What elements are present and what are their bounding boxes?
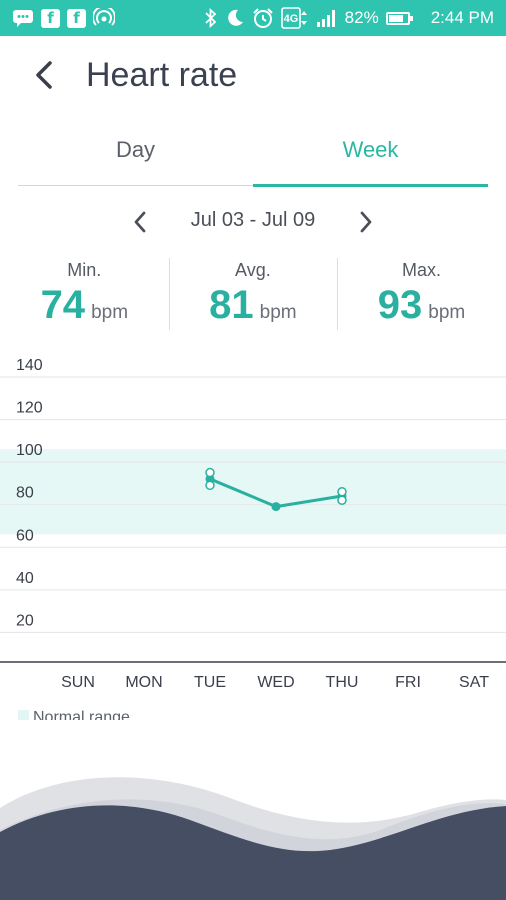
y-tick-label: 120 xyxy=(16,400,43,417)
legend-swatch xyxy=(18,710,29,720)
x-tick-label: FRI xyxy=(395,674,421,691)
facebook-icon: f xyxy=(41,8,60,28)
previous-week-chevron-icon[interactable] xyxy=(128,208,152,236)
reading-point xyxy=(205,467,215,478)
chat-notification-icon xyxy=(12,9,34,27)
avg-unit: bpm xyxy=(259,302,297,323)
decorative-wave xyxy=(0,777,506,900)
notification-icons: f f xyxy=(0,8,115,28)
avg-value: 81 xyxy=(209,283,254,327)
y-tick-label: 40 xyxy=(16,570,34,587)
hotspot-icon xyxy=(93,8,115,28)
max-stat: Max. 93 bpm xyxy=(337,256,506,332)
x-tick-label: TUE xyxy=(194,674,226,691)
period-tabs: Day Week xyxy=(18,124,488,187)
facebook-icon: f xyxy=(67,8,86,28)
battery-icon xyxy=(385,11,413,25)
network-badge-text: 4G xyxy=(283,13,298,25)
x-tick-label: SUN xyxy=(61,674,95,691)
x-tick-label: SAT xyxy=(459,674,489,691)
date-range-label: Jul 03 - Jul 09 xyxy=(190,209,316,231)
min-stat: Min. 74 bpm xyxy=(0,256,169,332)
alarm-icon xyxy=(252,7,274,29)
min-value: 74 xyxy=(40,283,86,327)
min-label: Min. xyxy=(67,260,102,280)
max-unit: bpm xyxy=(428,302,466,323)
y-tick-label: 140 xyxy=(16,357,43,374)
avg-label: Avg. xyxy=(235,260,271,280)
tab-week[interactable]: Week xyxy=(253,124,488,187)
signal-icon xyxy=(316,8,338,28)
y-tick-label: 100 xyxy=(16,442,43,459)
system-icons: 4G 82% 2:44 PM xyxy=(204,7,506,29)
battery-percent: 82% xyxy=(344,8,379,27)
y-tick-label: 20 xyxy=(16,612,34,629)
reading-point xyxy=(337,486,347,497)
status-bar: f f 4G 82% 2:44 PM xyxy=(0,0,506,36)
x-tick-label: THU xyxy=(326,674,359,691)
bluetooth-icon xyxy=(204,8,218,28)
back-arrow-icon[interactable] xyxy=(28,58,62,92)
moon-icon xyxy=(225,8,245,28)
app-header: Heart rate xyxy=(0,36,506,120)
page-title: Heart rate xyxy=(86,56,238,94)
heart-rate-summary: Min. 74 bpm Avg. 81 bpm Max. 93 bpm xyxy=(0,256,506,332)
avg-stat: Avg. 81 bpm xyxy=(168,256,338,332)
y-tick-label: 80 xyxy=(16,485,34,502)
heart-rate-chart: 140 120 100 80 60 40 20 SUN MON TUE WED THU FRI SAT No… xyxy=(0,357,506,720)
next-week-chevron-icon[interactable] xyxy=(354,208,378,236)
min-unit: bpm xyxy=(91,302,129,323)
date-navigator: Jul 03 - Jul 09 xyxy=(0,198,506,246)
reading-point xyxy=(337,495,347,505)
data-point xyxy=(271,502,281,512)
max-label: Max. xyxy=(401,260,441,280)
max-value: 93 xyxy=(377,283,423,327)
normal-range-band xyxy=(0,449,506,535)
reading-point xyxy=(205,480,215,491)
clock-time: 2:44 PM xyxy=(430,8,494,27)
tab-day[interactable]: Day xyxy=(115,137,156,162)
x-tick-label: MON xyxy=(125,674,162,691)
network-type-icon: 4G xyxy=(280,7,309,29)
legend-label: Normal range xyxy=(33,709,130,720)
x-tick-label: WED xyxy=(257,674,294,691)
y-tick-label: 60 xyxy=(16,527,34,544)
